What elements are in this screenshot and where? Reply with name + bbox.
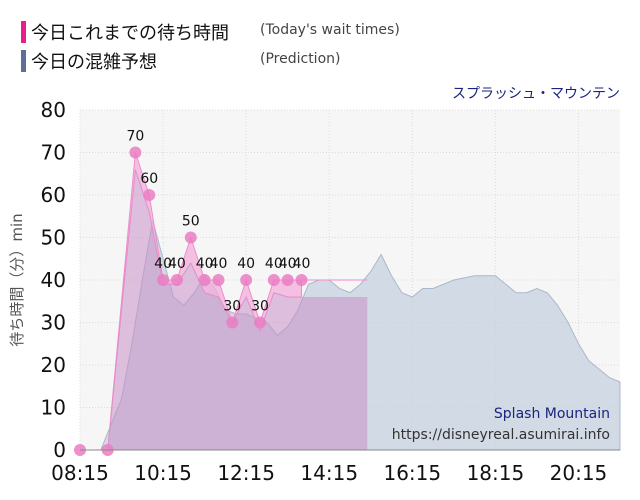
y-tick-label: 0	[53, 438, 66, 462]
today-wait-marker	[267, 274, 280, 286]
legend-label-prediction-jp: 今日の混雑予想	[31, 52, 157, 73]
y-tick-label: 20	[41, 353, 66, 377]
y-tick-label: 60	[41, 183, 66, 207]
today-wait-marker	[281, 274, 294, 286]
data-label: 40	[265, 256, 283, 272]
y-tick-label: 30	[41, 311, 66, 335]
today-wait-marker	[212, 274, 225, 286]
today-wait-marker	[184, 231, 197, 244]
y-tick-label: 80	[41, 98, 66, 122]
today-wait-marker	[157, 274, 170, 286]
x-tick-label: 20:15	[550, 461, 608, 485]
today-wait-marker	[226, 316, 239, 329]
data-label: 30	[223, 299, 241, 315]
x-tick-label: 18:15	[467, 461, 525, 485]
x-tick-label: 12:15	[217, 461, 275, 485]
data-label: 60	[140, 171, 158, 187]
data-label: 40	[210, 256, 228, 272]
data-label: 40	[168, 256, 186, 272]
data-label: 40	[154, 256, 172, 272]
legend-swatch-today	[21, 21, 26, 43]
attraction-name-jp: スプラッシュ・マウンテン	[452, 86, 620, 102]
legend-label-today-en: (Today's wait times)	[260, 22, 400, 38]
legend-label-today-jp: 今日これまでの待ち時間	[31, 23, 229, 44]
data-label: 30	[251, 299, 269, 315]
x-tick-label: 10:15	[134, 461, 192, 485]
data-label: 40	[196, 256, 214, 272]
x-tick-label: 14:15	[300, 461, 358, 485]
y-tick-label: 10	[41, 396, 66, 420]
data-label: 40	[279, 256, 297, 272]
today-wait-marker	[170, 274, 183, 286]
today-wait-marker	[254, 316, 266, 329]
data-label: 70	[126, 129, 144, 145]
today-wait-area	[80, 169, 368, 450]
today-wait-marker	[129, 146, 142, 159]
y-tick-label: 50	[41, 226, 66, 250]
x-tick-label: 16:15	[383, 461, 441, 485]
data-label: 40	[293, 256, 311, 272]
y-tick-label: 40	[41, 268, 66, 292]
legend-swatch-prediction	[21, 50, 26, 72]
today-wait-marker	[198, 274, 211, 286]
today-wait-marker	[240, 274, 253, 286]
data-label: 50	[182, 214, 200, 230]
legend-item-today: 今日これまでの待ち時間 (Today's wait times)	[0, 18, 640, 44]
legend-item-prediction: 今日の混雑予想 (Prediction)	[0, 47, 640, 73]
today-wait-marker	[143, 189, 156, 201]
credit-url: https://disneyreal.asumirai.info	[391, 427, 610, 443]
y-tick-label: 70	[41, 141, 66, 165]
y-axis-label: 待ち時間（分）min	[8, 213, 26, 346]
x-tick-label: 08:15	[51, 461, 109, 485]
today-wait-marker	[295, 274, 308, 286]
legend-label-prediction-en: (Prediction)	[260, 51, 341, 67]
data-label: 40	[237, 256, 255, 272]
credit-attraction-name: Splash Mountain	[493, 406, 610, 422]
